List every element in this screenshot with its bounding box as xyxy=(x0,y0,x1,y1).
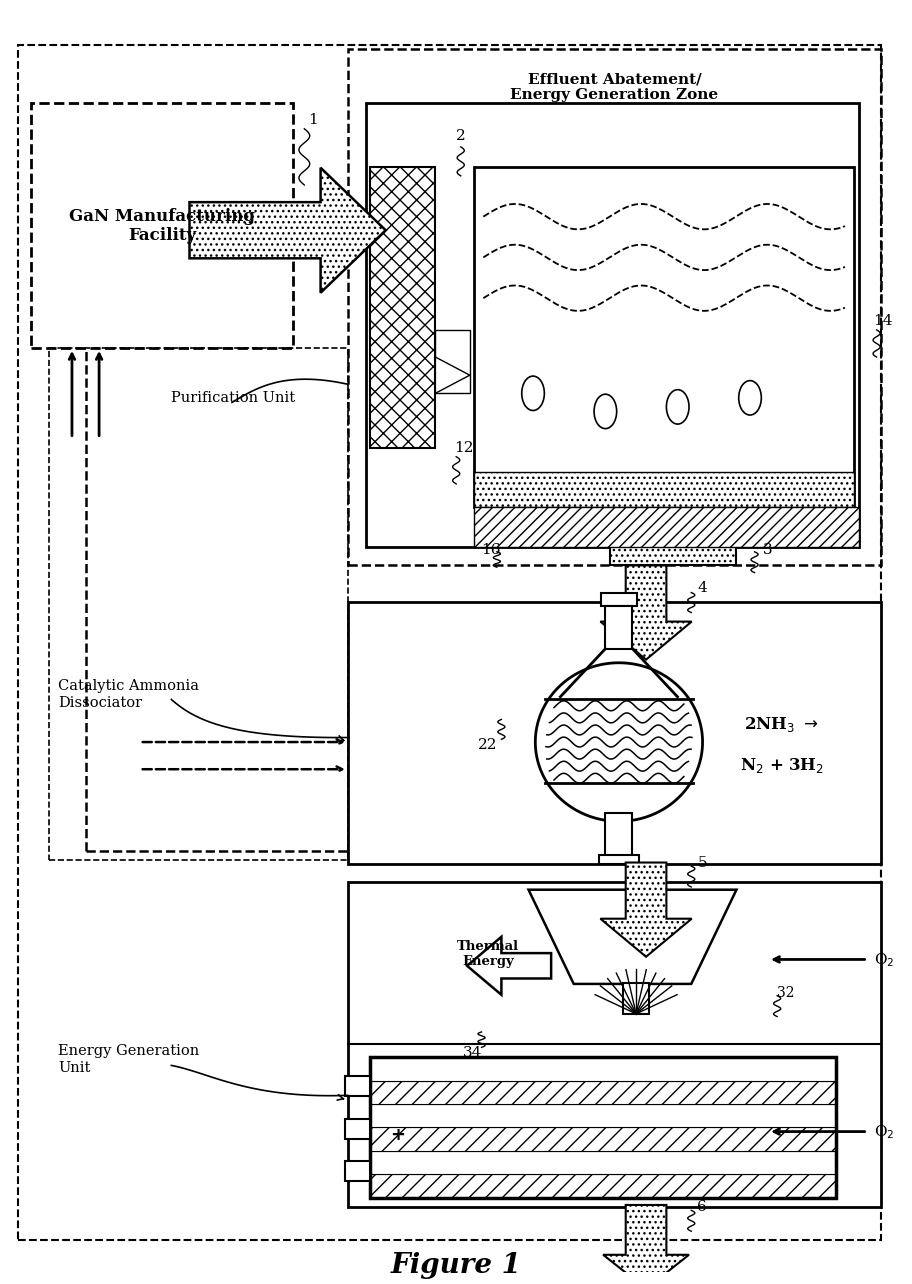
Ellipse shape xyxy=(522,376,544,411)
Polygon shape xyxy=(467,937,551,995)
Bar xyxy=(49,348,347,860)
Text: GaN Manufacturing
Facility: GaN Manufacturing Facility xyxy=(69,208,255,244)
Text: 14: 14 xyxy=(873,315,892,329)
Text: Energy Generation
Unit: Energy Generation Unit xyxy=(58,1044,200,1075)
Bar xyxy=(435,330,470,394)
Bar xyxy=(370,1175,835,1198)
Bar xyxy=(623,984,648,1014)
Polygon shape xyxy=(600,566,691,660)
Bar xyxy=(366,104,858,547)
Polygon shape xyxy=(603,1204,689,1284)
Text: 32: 32 xyxy=(777,986,794,1000)
Bar xyxy=(347,882,881,1207)
Bar xyxy=(609,510,736,566)
Bar xyxy=(347,602,881,864)
Bar xyxy=(474,167,854,507)
Text: 1: 1 xyxy=(308,113,318,127)
Text: N$_2$ + 3H$_2$: N$_2$ + 3H$_2$ xyxy=(740,755,824,774)
Text: O$_2$: O$_2$ xyxy=(874,1122,894,1140)
Text: Thermal
Energy: Thermal Energy xyxy=(457,939,519,967)
Polygon shape xyxy=(435,357,470,394)
Text: 12: 12 xyxy=(453,440,473,455)
Bar xyxy=(370,1104,835,1127)
Bar xyxy=(605,606,632,648)
Bar xyxy=(370,1057,835,1081)
Text: 5: 5 xyxy=(697,855,707,869)
Bar xyxy=(345,1076,370,1097)
Text: O$_2$: O$_2$ xyxy=(874,950,894,968)
Text: 16: 16 xyxy=(481,542,500,556)
Bar xyxy=(474,507,858,547)
Polygon shape xyxy=(600,863,691,957)
Bar xyxy=(347,50,881,566)
Bar xyxy=(474,473,854,507)
Bar xyxy=(370,1081,835,1104)
Bar xyxy=(599,855,638,864)
Polygon shape xyxy=(190,168,386,293)
Bar xyxy=(370,167,435,448)
Text: 34: 34 xyxy=(462,1046,482,1059)
Text: 2: 2 xyxy=(456,128,465,143)
Text: +: + xyxy=(389,1125,405,1143)
Bar xyxy=(31,104,294,348)
Text: 3: 3 xyxy=(763,542,772,556)
Bar xyxy=(345,1162,370,1181)
Bar xyxy=(605,813,632,860)
Polygon shape xyxy=(535,663,702,822)
Text: Effluent Abatement/
Energy Generation Zone: Effluent Abatement/ Energy Generation Zo… xyxy=(510,72,718,103)
Bar xyxy=(345,1118,370,1139)
Bar xyxy=(601,593,637,606)
Text: 22: 22 xyxy=(478,738,497,752)
Ellipse shape xyxy=(739,381,761,415)
Text: 6: 6 xyxy=(697,1199,707,1213)
Text: 4: 4 xyxy=(697,582,707,596)
Text: Figure 1: Figure 1 xyxy=(390,1251,522,1279)
Text: Catalytic Ammonia
Dissociator: Catalytic Ammonia Dissociator xyxy=(58,679,200,709)
Polygon shape xyxy=(528,890,736,984)
Text: 2NH$_3$ $\rightarrow$: 2NH$_3$ $\rightarrow$ xyxy=(744,715,819,733)
Bar xyxy=(370,1150,835,1175)
Ellipse shape xyxy=(594,394,617,429)
Ellipse shape xyxy=(666,390,689,424)
Bar xyxy=(190,203,320,258)
Text: Purification Unit: Purification Unit xyxy=(171,392,295,404)
Bar xyxy=(370,1127,835,1150)
Bar xyxy=(370,1057,835,1198)
